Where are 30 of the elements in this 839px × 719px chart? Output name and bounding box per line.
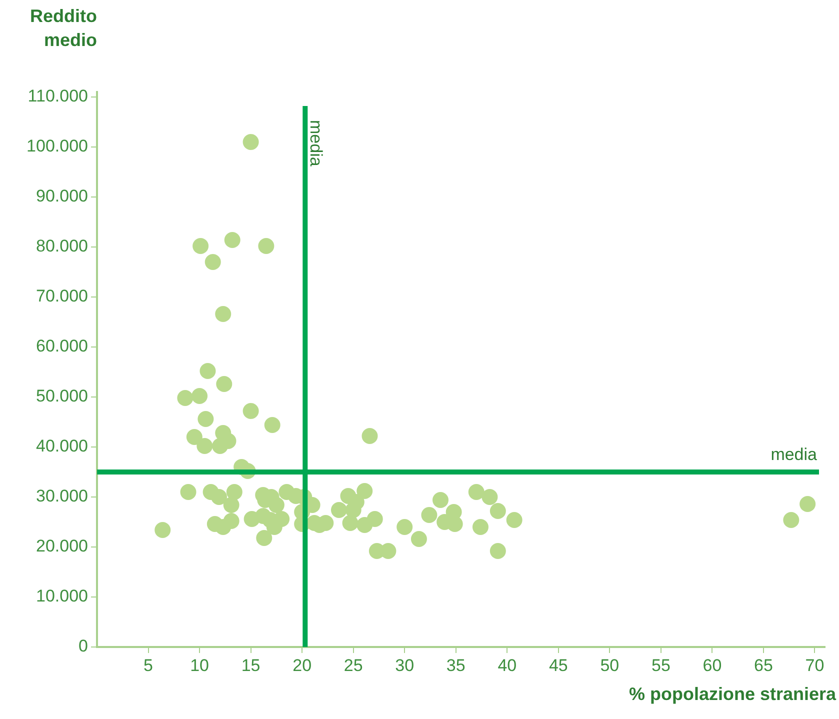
x-tick-label: 15 (241, 656, 260, 675)
x-tick-label: 25 (344, 656, 363, 675)
y-tick-label: 0 (78, 636, 88, 656)
x-tick-label: 35 (446, 656, 466, 675)
y-tick-label: 30.000 (36, 486, 88, 506)
y-tick-label: 40.000 (36, 436, 88, 456)
y-tick-label: 80.000 (36, 236, 88, 256)
x-tick-label: 30 (395, 656, 414, 675)
y-tick-label: 110.000 (28, 86, 88, 106)
x-tick-label: 50 (600, 656, 620, 675)
x-tick-label: 60 (702, 656, 722, 675)
y-tick-label: 20.000 (36, 536, 88, 556)
y-axis-title: Reddito medio (30, 6, 97, 50)
x-axis-title: % popolazione straniera (628, 684, 837, 704)
y-tick-label: 100.000 (26, 136, 88, 156)
y-tick-label: 90.000 (36, 186, 88, 206)
ref-line-label: media (306, 120, 326, 167)
x-tick-label: 5 (144, 656, 153, 675)
x-tick-label: 70 (805, 656, 824, 675)
x-tick-label: 10 (190, 656, 209, 675)
x-tick-label: 45 (548, 656, 568, 675)
y-tick-label: 50.000 (36, 386, 88, 406)
y-tick-label: 60.000 (36, 336, 88, 356)
ref-line-label: media (770, 445, 818, 464)
x-tick-label: 40 (498, 656, 517, 675)
y-tick-label: 10.000 (36, 586, 88, 606)
x-tick-label: 20 (292, 656, 312, 675)
y-tick-label: 70.000 (36, 286, 88, 306)
x-tick-label: 65 (754, 656, 773, 675)
x-tick-label: 55 (651, 656, 670, 675)
